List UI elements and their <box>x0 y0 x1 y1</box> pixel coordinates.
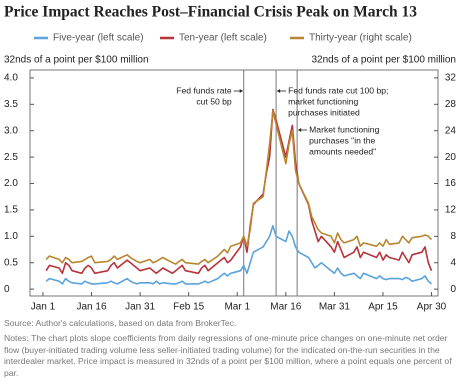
y-tick-label: 0.5 <box>4 257 18 268</box>
event-label: purchases "in the <box>309 135 375 145</box>
y-tick-label: 3.0 <box>4 125 18 136</box>
y2-tick-label: 24 <box>445 125 457 136</box>
x-tick-label: Mar 16 <box>270 302 302 313</box>
legend-label: Ten-year (left scale) <box>179 33 267 44</box>
y2-tick-label: 20 <box>445 152 457 163</box>
notes-text: Notes: The chart plots slope coefficient… <box>4 333 452 378</box>
y2-tick-label: 12 <box>445 205 457 216</box>
x-tick-label: Jan 16 <box>77 302 107 313</box>
y-tick-label: 0 <box>4 284 10 295</box>
x-tick-label: Mar 31 <box>319 302 351 313</box>
event-arrowhead <box>298 128 302 132</box>
y2-tick-label: 16 <box>445 178 457 189</box>
legend-label: Five-year (left scale) <box>53 33 144 44</box>
series-line <box>45 225 433 285</box>
x-tick-label: Jan 1 <box>31 302 56 313</box>
legend-label: Thirty-year (right scale) <box>309 33 412 44</box>
y-tick-label: 1.0 <box>4 231 18 242</box>
event-label: Fed funds rate <box>176 85 232 95</box>
y-tick-label: 4.0 <box>4 73 18 84</box>
y2-axis-label: 32nds of a point per $100 million <box>311 55 456 66</box>
notes: Source: Author's calculations, based on … <box>4 318 456 383</box>
source: Source: Author's calculations, based on … <box>4 318 237 328</box>
x-tick-label: Apr 30 <box>417 302 447 313</box>
y2-tick-label: 4 <box>450 257 456 268</box>
y2-tick-label: 28 <box>445 99 457 110</box>
event-arrowhead <box>239 89 243 93</box>
y2-tick-label: 32 <box>445 73 457 84</box>
chart-title: Price Impact Reaches Post–Financial Cris… <box>4 4 417 21</box>
y2-tick-label: 8 <box>450 231 456 242</box>
event-label: Market functioning <box>309 124 379 134</box>
event-arrowhead <box>277 89 281 93</box>
y-tick-label: 2.5 <box>4 152 18 163</box>
event-label: cut 50 bp <box>196 96 232 106</box>
event-label: amounts needed" <box>309 146 376 156</box>
y-tick-label: 3.5 <box>4 99 18 110</box>
event-label: Fed funds rate cut 100 bp; <box>288 85 388 95</box>
y-tick-label: 2.0 <box>4 178 18 189</box>
y-axis-label: 32nds of a point per $100 million <box>4 55 149 66</box>
event-label: market functioning <box>288 96 358 106</box>
y2-tick-label: 0 <box>450 284 456 295</box>
x-tick-label: Apr 15 <box>368 302 398 313</box>
chart: Price Impact Reaches Post–Financial Cris… <box>4 4 457 313</box>
x-tick-label: Feb 15 <box>173 302 205 313</box>
y-tick-label: 1.5 <box>4 205 18 216</box>
x-tick-label: Jan 31 <box>125 302 155 313</box>
plot-frame <box>29 69 439 297</box>
x-tick-label: Mar 1 <box>224 302 250 313</box>
series-line <box>45 110 433 265</box>
event-label: purchases initiated <box>288 107 360 117</box>
